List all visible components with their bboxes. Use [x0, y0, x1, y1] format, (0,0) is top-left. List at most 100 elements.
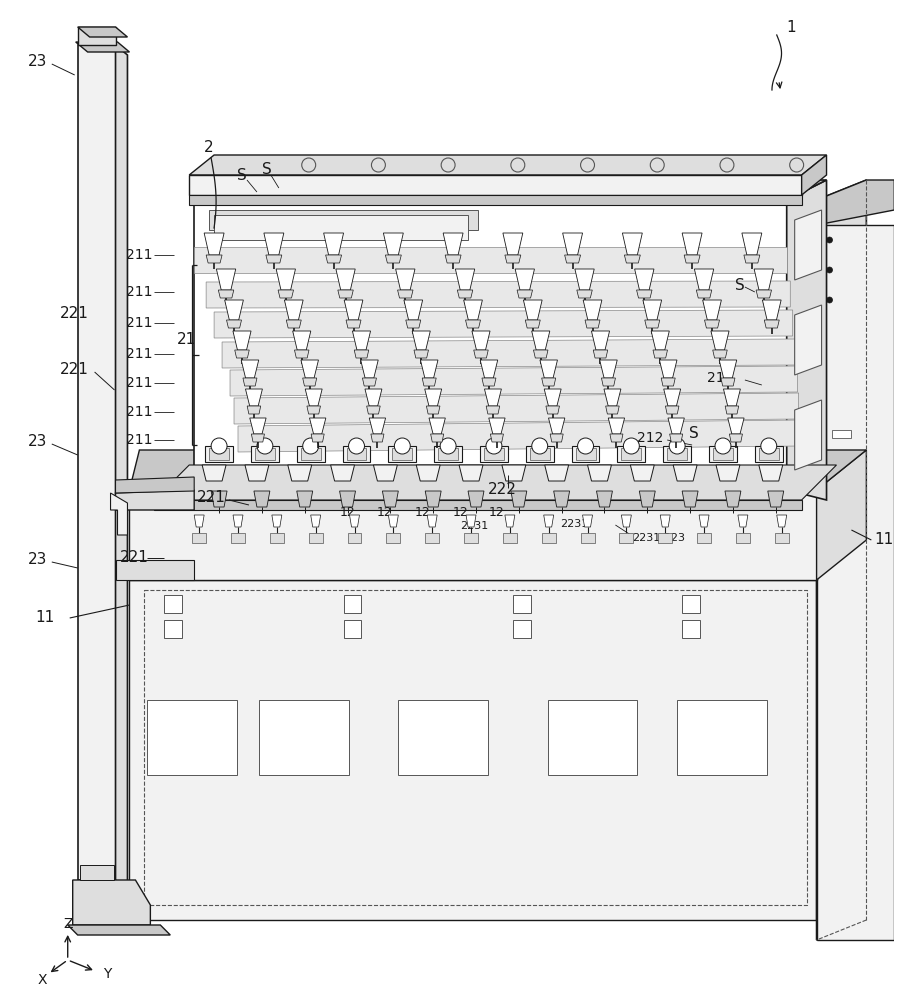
Text: S: S [237, 167, 247, 182]
Polygon shape [431, 434, 444, 442]
Text: 1: 1 [787, 20, 797, 35]
Polygon shape [417, 465, 440, 481]
Polygon shape [583, 300, 602, 320]
Polygon shape [549, 418, 565, 434]
Polygon shape [211, 491, 227, 507]
Polygon shape [684, 255, 700, 263]
Text: 211: 211 [126, 248, 153, 262]
Text: S: S [262, 162, 272, 178]
Bar [192, 533, 207, 543]
Text: 2231: 2231 [559, 519, 588, 529]
Text: 221: 221 [198, 490, 226, 506]
Polygon shape [422, 378, 436, 386]
Polygon shape [116, 45, 128, 890]
Text: S: S [735, 277, 744, 292]
Text: 211: 211 [126, 405, 153, 419]
Polygon shape [286, 320, 301, 328]
Polygon shape [116, 477, 194, 493]
Polygon shape [544, 389, 561, 406]
Polygon shape [463, 300, 482, 320]
Text: 221: 221 [60, 306, 89, 322]
Polygon shape [759, 465, 783, 481]
Polygon shape [713, 350, 727, 358]
Polygon shape [339, 491, 356, 507]
Bar [164, 595, 182, 613]
Bar [816, 225, 894, 940]
Circle shape [348, 438, 365, 454]
Polygon shape [296, 446, 325, 462]
Circle shape [669, 438, 685, 454]
Polygon shape [816, 180, 894, 225]
Circle shape [486, 438, 502, 454]
Polygon shape [533, 350, 548, 358]
Polygon shape [696, 290, 712, 298]
Circle shape [826, 237, 832, 243]
Bar [513, 620, 531, 638]
Polygon shape [724, 389, 740, 406]
Text: 221: 221 [60, 362, 89, 377]
Polygon shape [621, 448, 641, 460]
Circle shape [303, 438, 319, 454]
Polygon shape [768, 491, 784, 507]
Polygon shape [224, 300, 243, 320]
Text: Z: Z [63, 917, 73, 931]
Text: 12: 12 [376, 506, 392, 518]
Bar [386, 533, 401, 543]
Polygon shape [505, 515, 515, 527]
Polygon shape [338, 290, 353, 298]
Circle shape [577, 438, 594, 454]
Polygon shape [194, 247, 787, 273]
Circle shape [211, 438, 227, 454]
Polygon shape [305, 389, 322, 406]
Polygon shape [243, 378, 257, 386]
Polygon shape [247, 406, 260, 414]
Polygon shape [754, 269, 773, 290]
Polygon shape [795, 305, 822, 375]
Polygon shape [645, 320, 660, 328]
Polygon shape [608, 418, 625, 434]
Polygon shape [194, 515, 204, 527]
Polygon shape [455, 269, 475, 290]
Polygon shape [670, 434, 682, 442]
Polygon shape [352, 331, 371, 350]
Polygon shape [546, 406, 559, 414]
Bar [344, 595, 362, 613]
Polygon shape [540, 360, 558, 378]
Polygon shape [129, 580, 816, 920]
Text: 12: 12 [453, 506, 468, 518]
Polygon shape [189, 195, 802, 205]
Polygon shape [661, 378, 675, 386]
Polygon shape [361, 360, 378, 378]
Polygon shape [554, 491, 569, 507]
Polygon shape [414, 350, 428, 358]
Polygon shape [565, 255, 581, 263]
Polygon shape [207, 281, 790, 308]
Polygon shape [637, 290, 652, 298]
Polygon shape [194, 200, 787, 490]
Text: 212: 212 [638, 431, 664, 445]
Polygon shape [311, 434, 324, 442]
Polygon shape [605, 406, 620, 414]
Polygon shape [323, 233, 344, 255]
Text: 23: 23 [28, 54, 48, 70]
Polygon shape [738, 515, 748, 527]
Polygon shape [618, 446, 646, 462]
Polygon shape [630, 465, 655, 481]
Polygon shape [230, 366, 797, 396]
Text: 2231: 2231 [460, 521, 489, 531]
Polygon shape [385, 255, 401, 263]
Bar [164, 620, 182, 638]
Bar [697, 533, 711, 543]
Polygon shape [67, 925, 171, 935]
Polygon shape [209, 448, 229, 460]
Polygon shape [250, 418, 266, 434]
Polygon shape [77, 27, 128, 37]
Polygon shape [154, 500, 802, 510]
Bar [464, 533, 478, 543]
Polygon shape [383, 233, 403, 255]
Polygon shape [660, 515, 670, 527]
Polygon shape [457, 290, 472, 298]
Polygon shape [572, 446, 600, 462]
Bar [503, 533, 517, 543]
Polygon shape [659, 360, 677, 378]
